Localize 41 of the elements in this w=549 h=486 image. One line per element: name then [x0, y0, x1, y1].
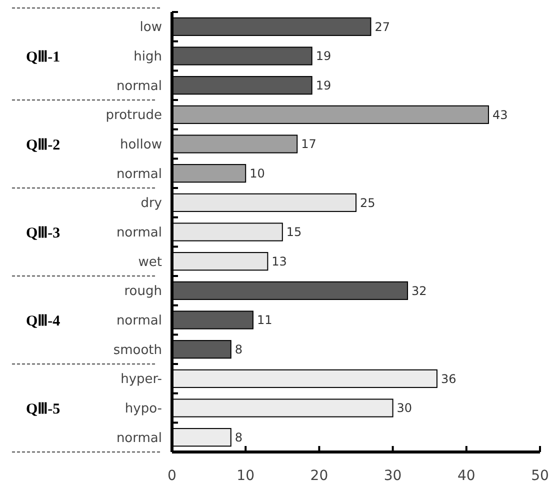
text: QⅢ-4: [26, 313, 61, 330]
y-tick-label: hollow: [120, 138, 162, 153]
x-tick-label: 30: [384, 468, 402, 484]
data-label: 27: [374, 20, 390, 34]
y-tick-label: wet: [138, 254, 162, 270]
data-label: 17: [301, 137, 316, 152]
y-tick-label: protrude: [106, 108, 162, 124]
y-tick-label: rough: [124, 284, 162, 300]
y-tick-label: high: [134, 50, 162, 65]
text: QⅢ-1: [26, 49, 60, 66]
text: QⅢ-3: [26, 225, 60, 242]
y-tick-label: hyper-: [120, 372, 162, 388]
y-tick-label: smooth: [113, 342, 162, 358]
y-tick-label: low: [140, 20, 162, 36]
text: QⅢ-2: [26, 137, 60, 154]
y-tick-label: dry: [140, 196, 162, 212]
y-tick-label: normal: [116, 430, 162, 446]
y-tick-label: normal: [116, 226, 162, 241]
data-label: 10: [250, 166, 265, 181]
text: QⅢ-5: [26, 401, 60, 418]
y-tick-label: hypo-: [124, 402, 162, 417]
data-label: 19: [316, 78, 332, 93]
data-label: 19: [316, 49, 332, 64]
data-label: 8: [234, 430, 243, 445]
data-label: 32: [412, 284, 427, 298]
data-label: 11: [256, 313, 272, 328]
x-tick-label: 40: [457, 468, 476, 484]
data-label: 30: [396, 401, 412, 416]
x-tick-label: 20: [310, 468, 328, 484]
data-label: 8: [234, 342, 243, 357]
data-label: 25: [360, 196, 376, 210]
data-label: 43: [492, 108, 508, 122]
data-label: 15: [286, 225, 302, 240]
y-tick-label: normal: [116, 166, 162, 182]
x-tick-label: 50: [531, 468, 549, 484]
x-tick-label: 10: [236, 468, 255, 484]
data-label: 36: [440, 372, 456, 386]
x-tick-label: 0: [168, 468, 176, 484]
data-label: 13: [272, 254, 287, 269]
y-tick-label: normal: [116, 314, 162, 329]
y-tick-label: normal: [116, 78, 162, 94]
